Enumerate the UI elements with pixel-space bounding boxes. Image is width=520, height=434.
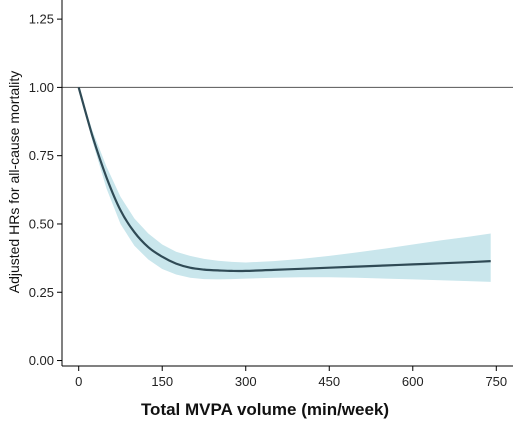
x-tick-label: 600 xyxy=(402,374,424,389)
axes xyxy=(61,0,513,367)
y-tick-label: 0.00 xyxy=(29,353,54,368)
x-tick-label: 150 xyxy=(151,374,173,389)
x-tick-label: 450 xyxy=(318,374,340,389)
y-axis-label: Adjusted HRs for all-cause mortality xyxy=(6,71,22,294)
x-axis-label: Total MVPA volume (min/week) xyxy=(141,400,389,419)
y-tick-label: 1.00 xyxy=(29,80,54,95)
x-tick-label: 750 xyxy=(485,374,507,389)
x-ticks: 0 150 300 450 600 750 xyxy=(75,366,507,389)
x-tick-label: 0 xyxy=(75,374,82,389)
confidence-band-layer xyxy=(78,87,491,282)
hr-curve-layer xyxy=(77,87,491,273)
y-tick-label: 0.75 xyxy=(29,148,54,163)
y-tick-label: 0.50 xyxy=(29,216,54,231)
y-ticks: 0.00 0.25 0.50 0.75 1.00 1.25 xyxy=(29,12,62,368)
hr-curve xyxy=(77,87,491,273)
x-tick-label: 300 xyxy=(235,374,257,389)
confidence-band xyxy=(78,87,491,282)
y-tick-label: 0.25 xyxy=(29,285,54,300)
y-tick-label: 1.25 xyxy=(29,12,54,27)
